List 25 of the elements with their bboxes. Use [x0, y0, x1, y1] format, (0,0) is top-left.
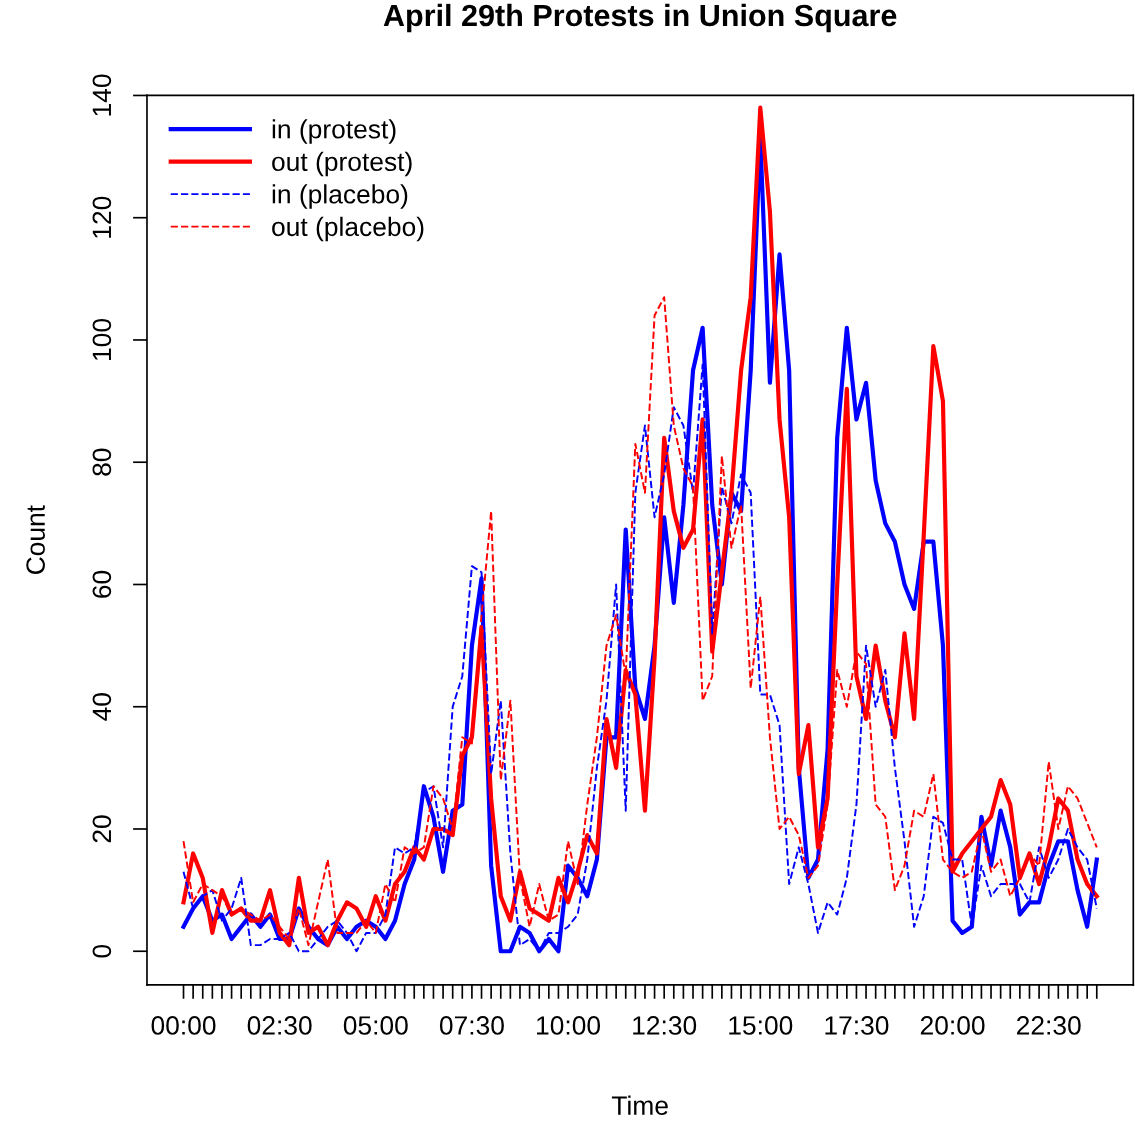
y-tick-label: 0 — [92, 944, 112, 958]
legend-label: in (protest) — [272, 119, 396, 144]
x-tick-label: 17:30 — [825, 1016, 889, 1035]
x-tick-label: 05:00 — [343, 1016, 408, 1035]
chart-title: April 29th Protests in Union Square — [383, 3, 897, 33]
y-tick-label: 60 — [92, 570, 112, 598]
x-tick-label: 07:30 — [439, 1016, 504, 1035]
y-tick-label: 100 — [92, 318, 112, 360]
legend-label: out (placebo) — [272, 216, 424, 242]
y-tick-label: 20 — [92, 815, 112, 843]
x-tick-label: 20:00 — [920, 1016, 985, 1035]
x-tick-label: 12:30 — [633, 1016, 697, 1035]
y-tick-label: 120 — [92, 196, 112, 238]
y-tick-label: 140 — [92, 74, 112, 116]
legend-label: in (placebo) — [272, 184, 408, 209]
y-tick-label: 80 — [92, 448, 112, 476]
y-tick-label: 40 — [92, 693, 112, 721]
x-tick-label: 22:30 — [1017, 1016, 1081, 1035]
x-tick-label: 10:00 — [537, 1016, 601, 1035]
x-tick-label: 15:00 — [729, 1016, 793, 1035]
legend-label: out (protest) — [272, 151, 412, 177]
x-tick-label: 00:00 — [151, 1016, 216, 1035]
x-tick-label: 02:30 — [247, 1016, 312, 1035]
x-axis-title: Time — [611, 1095, 668, 1115]
y-axis-title: Count — [26, 505, 45, 575]
